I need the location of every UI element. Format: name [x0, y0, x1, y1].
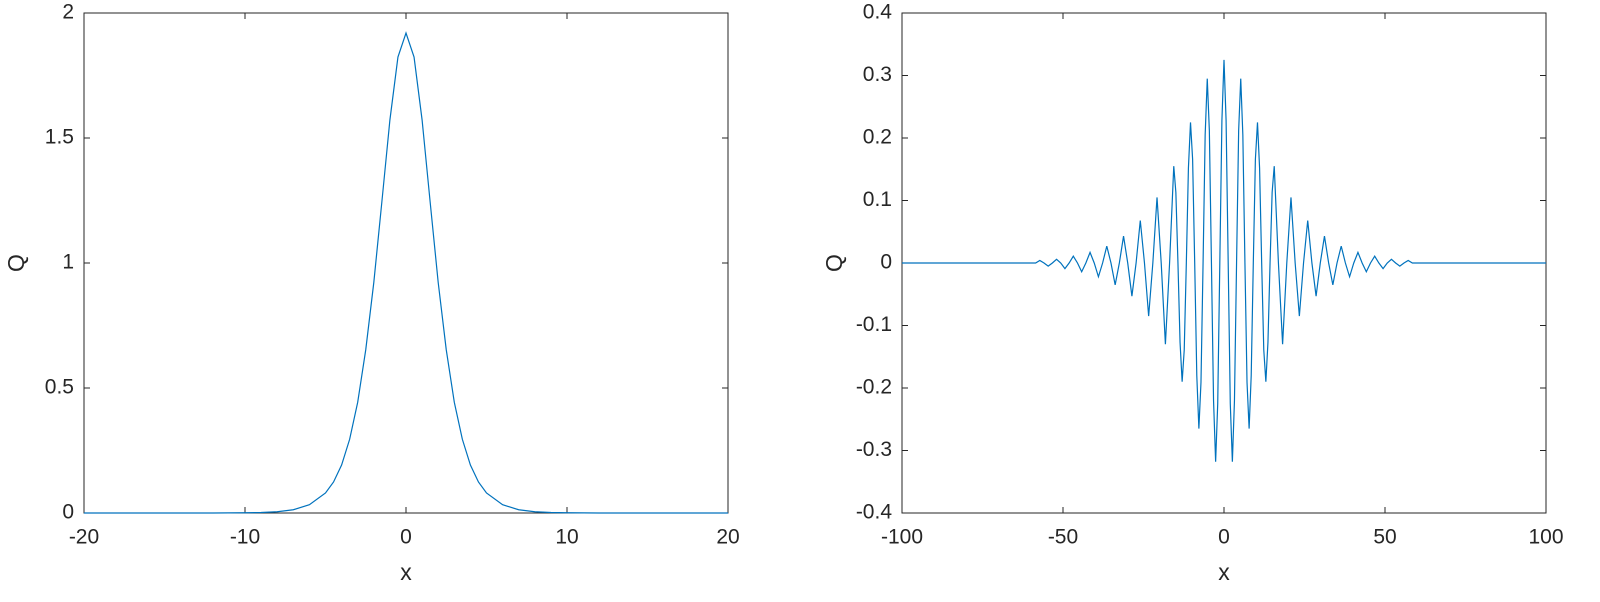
y-tick-label: -0.1 — [856, 313, 892, 336]
y-tick-label: 0.4 — [863, 1, 893, 24]
y-tick-label: 0.5 — [45, 376, 74, 399]
y-tick-label: 0.3 — [863, 63, 892, 86]
axes-box — [83, 12, 729, 514]
x-tick-label: 10 — [555, 526, 578, 549]
y-tick-label: 0.2 — [863, 126, 892, 149]
y-axis-label: Q — [821, 254, 847, 272]
y-tick-label: -0.3 — [856, 438, 892, 461]
x-axis-label: x — [1218, 559, 1230, 585]
x-tick-label: 100 — [1528, 526, 1563, 549]
y-tick-label: -0.2 — [856, 376, 892, 399]
x-tick-label: -100 — [881, 526, 923, 549]
x-tick-label: 50 — [1373, 526, 1396, 549]
x-tick-label: 0 — [1218, 526, 1230, 549]
x-tick-label: 0 — [400, 526, 412, 549]
y-tick-label: 1.5 — [45, 126, 74, 149]
y-tick-label: 1 — [62, 251, 74, 274]
y-tick-label: 0.1 — [863, 188, 892, 211]
x-tick-label: -20 — [69, 526, 99, 549]
y-tick-label: 2 — [62, 1, 74, 24]
y-axis-label: Q — [3, 254, 29, 272]
data-line — [84, 31, 728, 514]
y-tick-label: 0 — [62, 501, 74, 524]
x-tick-label: -50 — [1048, 526, 1078, 549]
data-line — [902, 59, 1546, 462]
x-tick-label: 20 — [716, 526, 739, 549]
x-tick-label: -10 — [230, 526, 260, 549]
x-axis-label: x — [400, 559, 412, 585]
y-tick-label: 0 — [880, 251, 892, 274]
y-tick-label: -0.4 — [856, 501, 893, 524]
